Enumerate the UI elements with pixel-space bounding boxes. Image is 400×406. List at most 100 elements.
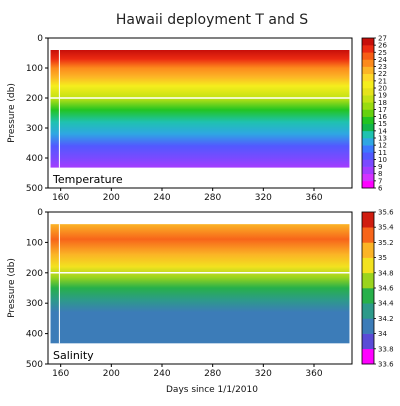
temperature-colorbar-tick-label: 14 (378, 127, 387, 135)
salinity-colorbar-swatch (362, 242, 374, 258)
salinity-y-axis-label: Pressure (db) (7, 258, 17, 318)
salinity-y-tick-label: 500 (26, 360, 43, 370)
temperature-colorbar-tick-label: 19 (378, 92, 387, 100)
temperature-colorbar-swatch (362, 145, 374, 153)
temperature-colorbar-swatch (362, 173, 374, 182)
salinity-colorbar-tick-label: 35.4 (378, 224, 394, 232)
salinity-panel: 0 100 200 300 400 500 160 200 240 280 320 360 Pressu… (7, 208, 394, 379)
temperature-colorbar-tick-label: 24 (378, 56, 387, 64)
salinity-colorbar-swatch (362, 227, 374, 243)
salinity-colorbar-tick-label: 34.2 (378, 315, 394, 323)
salinity-colorbar-tick-label: 35.6 (378, 209, 394, 217)
salinity-y-tick-label: 300 (26, 299, 43, 309)
temperature-y-axis-label: Pressure (db) (7, 83, 17, 143)
salinity-x-tick-label: 200 (103, 369, 120, 379)
salinity-colorbar-tick-label: 34.6 (378, 285, 394, 293)
temperature-colorbar-swatch (362, 80, 374, 89)
temperature-colorbar-tick-label: 16 (378, 113, 387, 121)
temperature-colorbar-tick-label: 21 (378, 77, 387, 85)
temperature-x-tick-label: 160 (52, 193, 69, 203)
temperature-colorbar-frame (361, 37, 375, 189)
salinity-colorbar-tick-label: 34.8 (378, 269, 394, 277)
temperature-panel-label: Temperature (52, 173, 123, 186)
salinity-frame (47, 211, 353, 365)
salinity-panel-label: Salinity (53, 349, 94, 362)
temperature-colorbar-swatch (362, 123, 374, 132)
temperature-y-tick-label: 500 (26, 184, 43, 194)
temperature-colorbar-tick-label: 13 (378, 135, 387, 143)
temperature-colorbar-swatch (362, 116, 374, 125)
salinity-heatmap (50, 224, 350, 344)
salinity-colorbar-swatch (362, 288, 374, 304)
salinity-colorbar-tick-label: 35 (378, 254, 387, 262)
temperature-colorbar-tick-label: 20 (378, 85, 387, 93)
temperature-colorbar-tick-label: 18 (378, 99, 387, 107)
temperature-colorbar-tick-label: 9 (378, 163, 382, 171)
temperature-x-tick-label: 360 (305, 193, 322, 203)
temperature-colorbar-swatch (362, 38, 374, 46)
temperature-colorbar-tick-label: 23 (378, 63, 387, 71)
temperature-colorbar-swatch (362, 59, 374, 67)
temperature-colorbar-tick-label: 7 (378, 177, 382, 185)
temperature-colorbar-tick-label: 8 (378, 170, 382, 178)
salinity-colorbar-swatch (362, 212, 374, 228)
temperature-panel: 0 100 200 300 400 500 160 200 240 280 320 360 Pressu… (7, 34, 387, 203)
chart-title: Hawaii deployment T and S (116, 12, 308, 28)
temperature-colorbar-swatch (362, 88, 374, 96)
salinity-x-tick-label: 360 (305, 369, 322, 379)
salinity-colorbar-swatch (362, 333, 374, 350)
salinity-x-tick-label: 160 (52, 369, 69, 379)
salinity-colorbar-swatch (362, 348, 374, 365)
salinity-colorbar-tick-label: 35.2 (378, 239, 394, 247)
temperature-colorbar-swatch (362, 73, 374, 82)
temperature-colorbar-tick-label: 25 (378, 49, 387, 57)
salinity-x-tick-label: 280 (204, 369, 221, 379)
salinity-x-tick-label: 240 (153, 369, 170, 379)
temperature-x-tick-label: 200 (103, 193, 120, 203)
salinity-y-tick-label: 200 (26, 269, 43, 279)
temperature-colorbar-swatch (362, 130, 374, 139)
temperature-x-tick-label: 320 (255, 193, 272, 203)
temperature-colorbar-tick-label: 27 (378, 35, 387, 43)
salinity-colorbar-swatch (362, 257, 374, 274)
temperature-colorbar-tick-label: 10 (378, 156, 387, 164)
salinity-colorbar-tick-label: 33.6 (378, 361, 394, 369)
salinity-colorbar-swatch (362, 272, 374, 289)
salinity-y-tick-label: 100 (26, 238, 43, 248)
temperature-x-tick-label: 280 (204, 193, 221, 203)
temperature-colorbar-tick-label: 22 (378, 70, 387, 78)
temperature-colorbar-tick-label: 17 (378, 106, 387, 114)
salinity-colorbar-tick-label: 34.4 (378, 300, 394, 308)
temperature-colorbar-swatch (362, 102, 374, 110)
x-axis-label: Days since 1/1/2010 (166, 385, 258, 395)
temperature-x-tick-label: 240 (153, 193, 170, 203)
temperature-colorbar-swatch (362, 138, 374, 146)
temperature-y-tick-label: 0 (37, 34, 43, 44)
salinity-colorbar-tick-label: 34 (378, 330, 387, 338)
temperature-y-tick-label: 100 (26, 64, 43, 74)
temperature-y-tick-label: 400 (26, 154, 43, 164)
temperature-colorbar-swatch (362, 95, 374, 103)
salinity-y-tick-label: 0 (37, 208, 43, 218)
temperature-colorbar-tick-label: 26 (378, 42, 387, 50)
temperature-colorbar-tick-label: 11 (378, 149, 387, 157)
temperature-colorbar-swatch (362, 166, 374, 175)
temperature-colorbar-swatch (362, 152, 374, 160)
salinity-colorbar-swatch (362, 303, 374, 319)
salinity-colorbar-tick-label: 33.8 (378, 345, 394, 353)
temperature-colorbar-tick-label: 15 (378, 120, 387, 128)
temperature-heatmap (50, 50, 350, 168)
salinity-x-tick-label: 320 (255, 369, 272, 379)
temperature-colorbar-tick-label: 12 (378, 142, 387, 150)
salinity-y-tick-label: 400 (26, 330, 43, 340)
temperature-colorbar-tick-label: 6 (378, 185, 383, 193)
temperature-y-tick-label: 200 (26, 94, 43, 104)
temperature-y-tick-label: 300 (26, 124, 43, 134)
temperature-colorbar-swatch (362, 159, 374, 167)
temperature-colorbar-swatch (362, 66, 374, 75)
temperature-frame (47, 37, 353, 189)
temperature-colorbar-swatch (362, 52, 374, 60)
temperature-colorbar-swatch (362, 45, 374, 53)
temperature-colorbar-swatch (362, 180, 374, 189)
